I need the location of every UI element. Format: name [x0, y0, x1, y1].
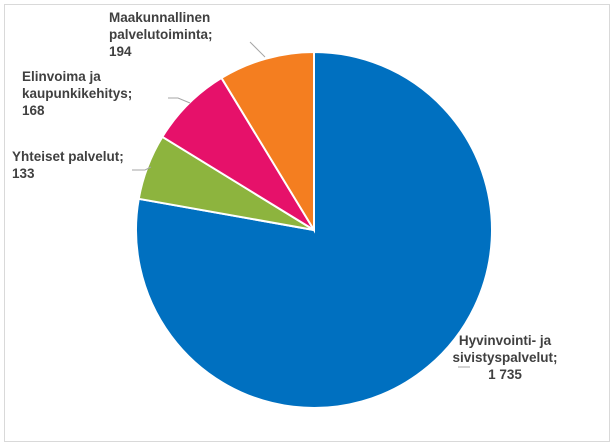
data-labels: Hyvinvointi- ja sivistyspalvelut; 1 735 Yht… — [12, 10, 558, 382]
data-label-line: kaupunkikehitys; — [22, 86, 132, 101]
data-label-line: Maakunnallinen — [109, 10, 210, 25]
pie-slices — [135, 50, 493, 409]
data-label-yhteiset: Yhteiset palvelut; 133 — [12, 149, 124, 181]
leader-line-maakunnallinen — [249, 41, 266, 58]
data-label-hyvinvointi: Hyvinvointi- ja sivistyspalvelut; 1 735 — [452, 333, 557, 382]
data-label-line: 194 — [109, 44, 132, 59]
data-label-maakunnallinen: Maakunnallinen palvelutoiminta; 194 — [109, 10, 213, 59]
data-label-line: 133 — [12, 166, 35, 181]
leader-line-yhteiset — [132, 166, 152, 171]
data-label-line: Hyvinvointi- ja — [459, 333, 552, 348]
data-label-line: Yhteiset palvelut; — [12, 149, 124, 164]
leader-line-elinvoima — [168, 97, 191, 104]
data-label-line: sivistyspalvelut; — [452, 350, 557, 365]
data-label-line: Elinvoima ja — [22, 69, 101, 84]
data-label-elinvoima: Elinvoima ja kaupunkikehitys; 168 — [22, 69, 132, 118]
pie-slice-maakunnallinen — [220, 50, 315, 234]
pie-slice-hyvinvointi — [135, 50, 493, 409]
data-label-line: palvelutoiminta; — [109, 27, 213, 42]
leader-lines — [132, 41, 470, 368]
data-label-line: 1 735 — [488, 367, 522, 382]
data-label-line: 168 — [22, 103, 45, 118]
